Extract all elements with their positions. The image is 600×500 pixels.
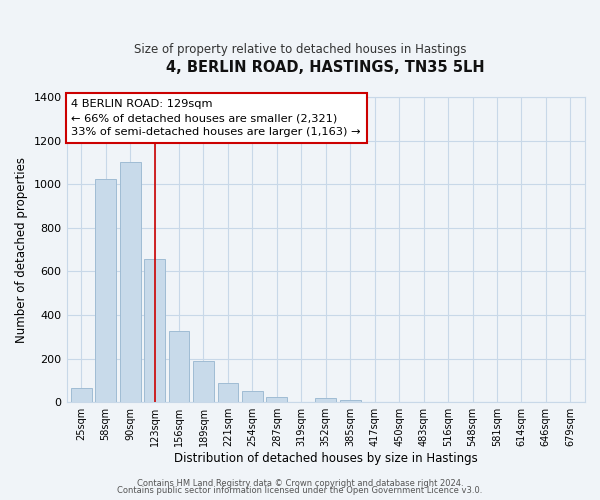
Text: Contains HM Land Registry data © Crown copyright and database right 2024.: Contains HM Land Registry data © Crown c…	[137, 478, 463, 488]
Bar	[144, 260, 165, 402]
X-axis label: Distribution of detached houses by size in Hastings: Distribution of detached houses by size …	[174, 452, 478, 465]
Text: Contains public sector information licensed under the Open Government Licence v3: Contains public sector information licen…	[118, 486, 482, 495]
Text: Size of property relative to detached houses in Hastings: Size of property relative to detached ho…	[134, 42, 466, 56]
Bar	[120, 162, 140, 402]
Bar	[316, 398, 336, 402]
Bar	[242, 392, 263, 402]
Title: 4, BERLIN ROAD, HASTINGS, TN35 5LH: 4, BERLIN ROAD, HASTINGS, TN35 5LH	[166, 60, 485, 75]
Bar	[95, 179, 116, 402]
Bar	[193, 361, 214, 402]
Text: 4 BERLIN ROAD: 129sqm
← 66% of detached houses are smaller (2,321)
33% of semi-d: 4 BERLIN ROAD: 129sqm ← 66% of detached …	[71, 99, 361, 137]
Y-axis label: Number of detached properties: Number of detached properties	[15, 156, 28, 342]
Bar	[218, 382, 238, 402]
Bar	[340, 400, 361, 402]
Bar	[71, 388, 92, 402]
Bar	[169, 332, 190, 402]
Bar	[266, 397, 287, 402]
